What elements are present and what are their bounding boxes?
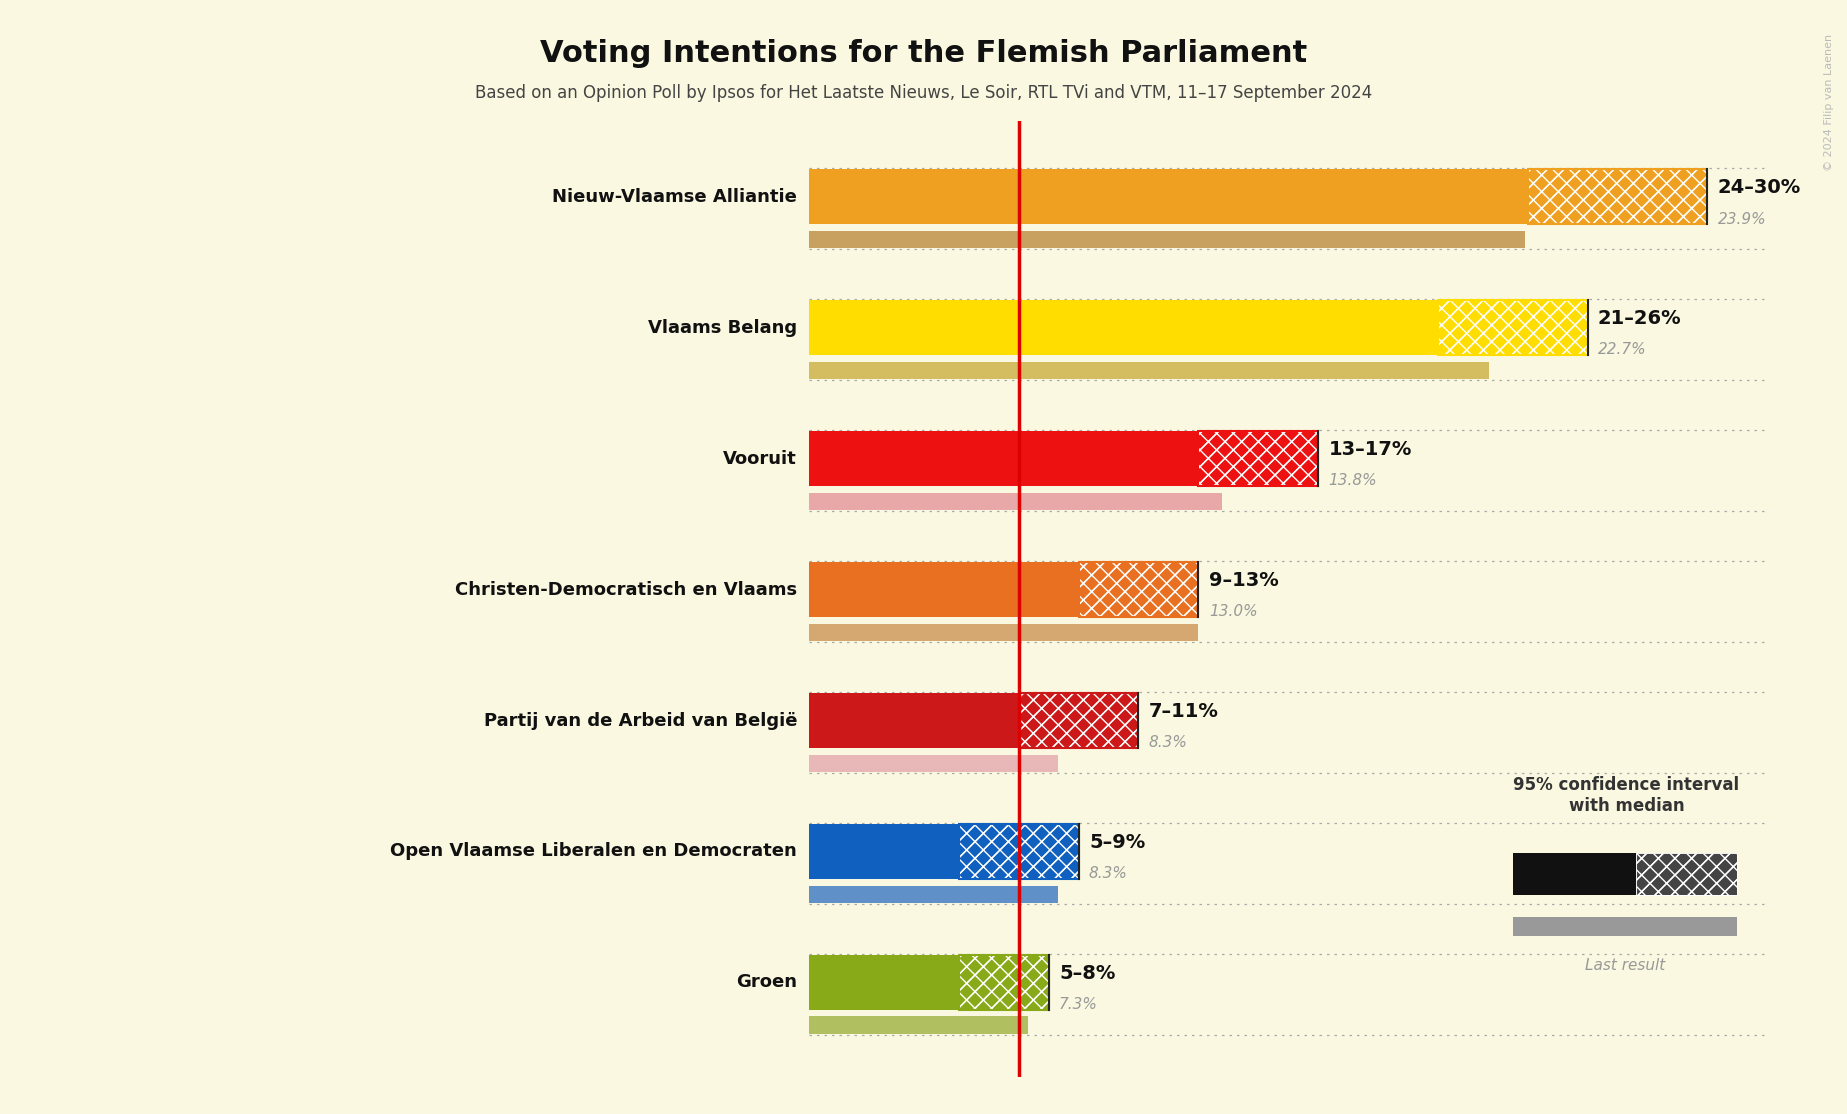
Bar <box>959 955 1049 1010</box>
Bar <box>809 563 1079 617</box>
Text: Vooruit: Vooruit <box>724 450 798 468</box>
Bar <box>809 1016 1027 1034</box>
Bar <box>959 824 1079 879</box>
Text: Partij van de Arbeid van België: Partij van de Arbeid van België <box>484 712 798 730</box>
Text: 8.3%: 8.3% <box>1090 867 1129 881</box>
Text: 5–8%: 5–8% <box>1058 964 1116 983</box>
Text: 24–30%: 24–30% <box>1718 178 1801 197</box>
Bar <box>809 492 1223 510</box>
Bar <box>1079 563 1199 617</box>
Bar <box>809 624 1199 641</box>
Bar <box>809 301 1437 355</box>
Bar <box>1437 301 1588 355</box>
Bar <box>1636 853 1738 895</box>
Bar <box>1636 853 1738 895</box>
Text: Based on an Opinion Poll by Ipsos for Het Laatste Nieuws, Le Soir, RTL TVi and V: Based on an Opinion Poll by Ipsos for He… <box>475 84 1372 101</box>
Bar <box>809 169 1527 224</box>
Bar <box>1199 431 1319 486</box>
Bar <box>809 693 1020 747</box>
Bar <box>809 955 959 1010</box>
Bar <box>1437 301 1588 355</box>
Text: 9–13%: 9–13% <box>1208 571 1278 590</box>
Text: © 2024 Filip van Laenen: © 2024 Filip van Laenen <box>1825 33 1834 170</box>
Text: 13–17%: 13–17% <box>1328 440 1411 459</box>
Text: 7–11%: 7–11% <box>1149 702 1219 721</box>
Bar <box>959 824 1079 879</box>
Text: Groen: Groen <box>737 974 798 991</box>
Bar <box>1527 169 1707 224</box>
Bar <box>1437 301 1588 355</box>
Text: 95% confidence interval
with median: 95% confidence interval with median <box>1513 775 1740 814</box>
Text: 23.9%: 23.9% <box>1718 212 1766 226</box>
Bar <box>959 824 1079 879</box>
Bar <box>1079 563 1199 617</box>
Text: 13.0%: 13.0% <box>1208 605 1258 619</box>
Text: Christen-Democratisch en Vlaams: Christen-Democratisch en Vlaams <box>454 580 798 598</box>
Bar <box>809 886 1058 902</box>
Bar <box>809 754 1058 772</box>
Text: Vlaams Belang: Vlaams Belang <box>648 319 798 336</box>
Text: 13.8%: 13.8% <box>1328 473 1378 488</box>
Text: 22.7%: 22.7% <box>1598 342 1648 358</box>
Text: 8.3%: 8.3% <box>1149 735 1188 751</box>
Text: Last result: Last result <box>1585 958 1664 973</box>
Text: Open Vlaamse Liberalen en Democraten: Open Vlaamse Liberalen en Democraten <box>390 842 798 860</box>
Text: 21–26%: 21–26% <box>1598 309 1681 328</box>
Bar <box>1199 431 1319 486</box>
Bar <box>1020 693 1138 747</box>
Bar <box>1527 169 1707 224</box>
Bar <box>809 362 1489 379</box>
Bar <box>959 824 1079 879</box>
Bar <box>1199 431 1319 486</box>
Bar <box>809 431 1199 486</box>
Bar <box>1513 853 1636 895</box>
Bar <box>959 955 1049 1010</box>
Bar <box>1020 693 1138 747</box>
Text: 5–9%: 5–9% <box>1090 833 1145 852</box>
Bar <box>1527 169 1707 224</box>
Bar <box>1020 693 1138 747</box>
Bar <box>959 955 1049 1010</box>
Bar <box>1020 693 1138 747</box>
Bar <box>809 824 959 879</box>
Bar <box>1199 431 1319 486</box>
Bar <box>959 955 1049 1010</box>
Text: 7.3%: 7.3% <box>1058 997 1097 1013</box>
Bar <box>1079 563 1199 617</box>
Bar <box>1079 563 1199 617</box>
Text: Voting Intentions for the Flemish Parliament: Voting Intentions for the Flemish Parlia… <box>539 39 1308 68</box>
Bar <box>1636 853 1738 895</box>
Bar <box>1527 169 1707 224</box>
Bar <box>1437 301 1588 355</box>
Bar <box>809 231 1524 247</box>
Text: Nieuw-Vlaamse Alliantie: Nieuw-Vlaamse Alliantie <box>552 188 798 206</box>
Bar <box>1513 917 1738 936</box>
